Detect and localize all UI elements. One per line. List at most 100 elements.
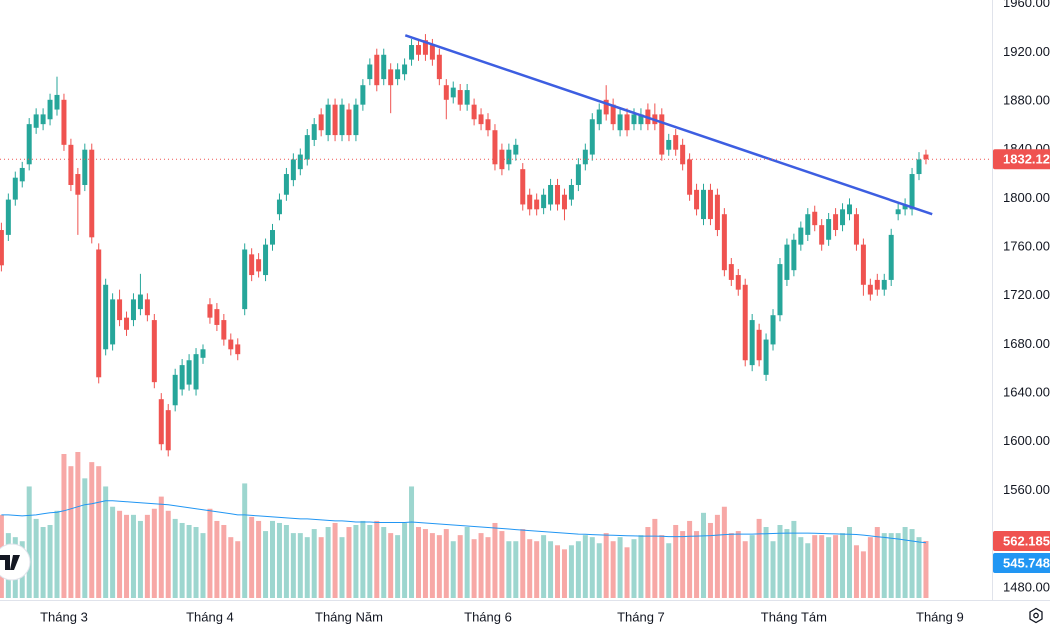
volume-bar [728, 533, 734, 598]
candle-body [276, 199, 282, 215]
candle-body [833, 214, 839, 231]
candle-body [568, 184, 574, 200]
candle-body [694, 189, 700, 210]
candle-body [89, 149, 95, 238]
volume-bar [450, 541, 456, 598]
volume-bar [353, 524, 359, 598]
candle-body [82, 149, 88, 185]
volume-bar [561, 549, 567, 598]
candle-body [270, 230, 276, 245]
candle-body [638, 114, 644, 125]
volume-bar [617, 537, 623, 598]
volume-bar [485, 537, 491, 598]
candle-body [130, 299, 136, 321]
settings-button[interactable] [1029, 607, 1043, 624]
volume-bar [694, 531, 700, 598]
volume-label-box [993, 530, 1050, 551]
volume-bar [819, 535, 825, 598]
candle-body [756, 329, 762, 361]
y-tick-label: 1480.00 [1003, 579, 1050, 594]
candle-body [527, 194, 533, 210]
candle-body [422, 40, 428, 55]
price-axis [993, 0, 1050, 630]
volume-bar [923, 540, 929, 598]
volume-bar [680, 531, 686, 598]
candle-body [701, 189, 707, 220]
candle-body [506, 149, 512, 165]
volume-bar [527, 539, 533, 598]
y-tick-label: 1920.00 [1003, 44, 1050, 59]
volume-bar [117, 510, 123, 598]
volume-bar [457, 535, 463, 598]
candle-body [436, 54, 442, 80]
volume-bar [395, 535, 401, 598]
candle-body [290, 159, 296, 181]
volume-bar [534, 541, 540, 598]
candle-body [916, 159, 922, 175]
candle-body [388, 69, 394, 86]
candle-body [151, 320, 157, 383]
volume-bar [568, 545, 574, 598]
volume-bar [429, 533, 435, 598]
volume-bar [443, 529, 449, 598]
candle-body [499, 149, 505, 170]
volume-bar [652, 518, 658, 598]
logo [0, 543, 31, 581]
candle-body [777, 264, 783, 316]
volume-bar [624, 547, 630, 598]
candle-body [687, 159, 693, 195]
volume-bar [575, 541, 581, 598]
candle-body [214, 309, 220, 325]
volume-bar [40, 527, 46, 598]
candle-body [846, 204, 852, 215]
candle-body [596, 109, 602, 125]
volume-bar [151, 508, 157, 598]
candle-body [582, 149, 588, 165]
y-tick-label: 1880.00 [1003, 92, 1050, 107]
candle-body [75, 174, 81, 195]
candle-body [450, 87, 456, 98]
candle-body [819, 225, 825, 245]
candle-body [374, 54, 380, 86]
candle-body [853, 214, 859, 245]
volume-bar [402, 522, 408, 598]
candle-body [360, 85, 366, 105]
candle-body [888, 234, 894, 280]
volume-bar [833, 535, 839, 598]
volume-bar [763, 527, 769, 598]
candle-body [909, 174, 915, 210]
volume-bar [756, 518, 762, 598]
candle-body [603, 99, 609, 115]
y-tick-label: 1560.00 [1003, 482, 1050, 497]
candle-body [179, 365, 185, 390]
volume-bar [89, 462, 95, 598]
volume-ma-line [1, 500, 927, 544]
candle-body [714, 194, 720, 231]
candle-body [346, 109, 352, 136]
volume-bar [235, 541, 241, 598]
volume-bar [659, 535, 665, 598]
candle-body [881, 279, 887, 290]
candle-body [555, 184, 561, 205]
volume-bar [409, 486, 415, 598]
volume-bar [541, 535, 547, 598]
y-tick-label: 1600.00 [1003, 433, 1050, 448]
candle-body [749, 320, 755, 366]
candle-body [659, 114, 665, 155]
candle-body [186, 360, 192, 385]
settings-icon[interactable] [1029, 607, 1043, 624]
candle-body [805, 214, 811, 235]
volume-bar [61, 454, 67, 598]
volume-ma-label-box [993, 552, 1050, 573]
settings-icon[interactable] [1033, 612, 1039, 619]
volume-bar [902, 527, 908, 598]
candle-body [54, 94, 60, 110]
last-price-label: 1832.12 [1003, 152, 1050, 167]
volume-bar [110, 506, 116, 598]
volume-bar [673, 524, 679, 598]
volume-bar [242, 483, 248, 598]
volume-bar [214, 520, 220, 598]
candle-body [311, 124, 317, 140]
volume-bar [798, 537, 804, 598]
